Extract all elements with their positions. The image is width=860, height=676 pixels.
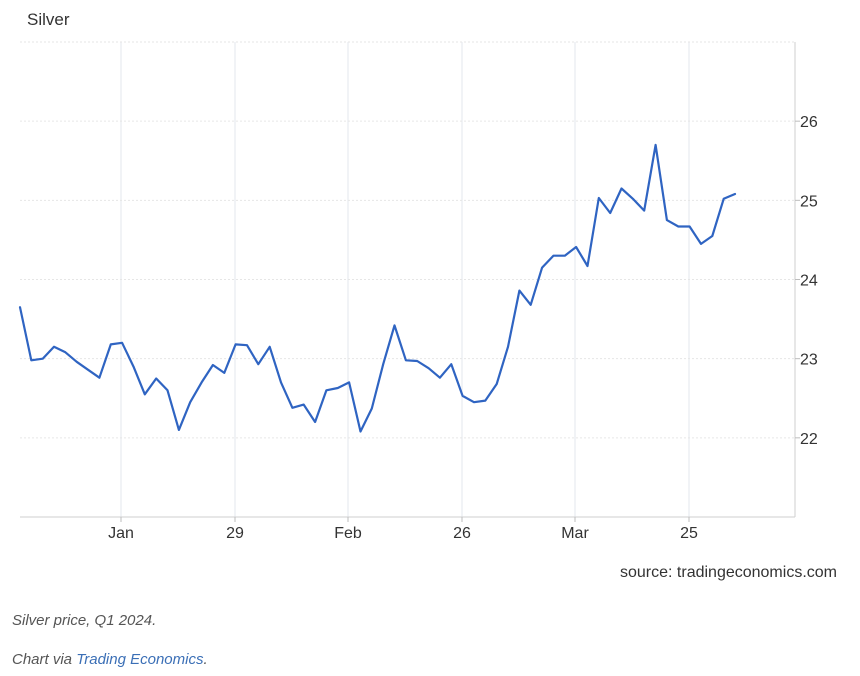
y-tick-label: 25 bbox=[800, 193, 818, 210]
attribution-suffix: . bbox=[203, 651, 208, 668]
y-axis-labels: 22 23 24 25 26 bbox=[800, 114, 818, 448]
y-tick-label: 23 bbox=[800, 352, 818, 369]
y-tick-label: 22 bbox=[800, 431, 818, 448]
y-tick-label: 24 bbox=[800, 273, 818, 290]
x-tick-label: 29 bbox=[226, 525, 244, 542]
trading-economics-link[interactable]: Trading Economics bbox=[76, 651, 204, 668]
x-tick-label: Jan bbox=[108, 525, 134, 542]
x-axis-labels: Jan 29 Feb 26 Mar 25 bbox=[108, 525, 698, 542]
chart-title: Silver bbox=[27, 10, 70, 29]
x-tick-label: Mar bbox=[561, 525, 589, 542]
x-tick-label: 26 bbox=[453, 525, 471, 542]
silver-price-line bbox=[18, 143, 737, 433]
y-tick-label: 26 bbox=[800, 114, 818, 131]
x-tick-label: 25 bbox=[680, 525, 698, 542]
caption-text: Silver price, Q1 2024. bbox=[12, 612, 157, 629]
source-label: source: tradingeconomics.com bbox=[620, 564, 837, 581]
attribution-prefix: Chart via bbox=[12, 651, 77, 668]
axes bbox=[20, 42, 800, 522]
attribution-text: Chart via Trading Economics. bbox=[12, 651, 208, 668]
x-tick-label: Feb bbox=[334, 525, 362, 542]
horizontal-grid bbox=[20, 41, 795, 439]
